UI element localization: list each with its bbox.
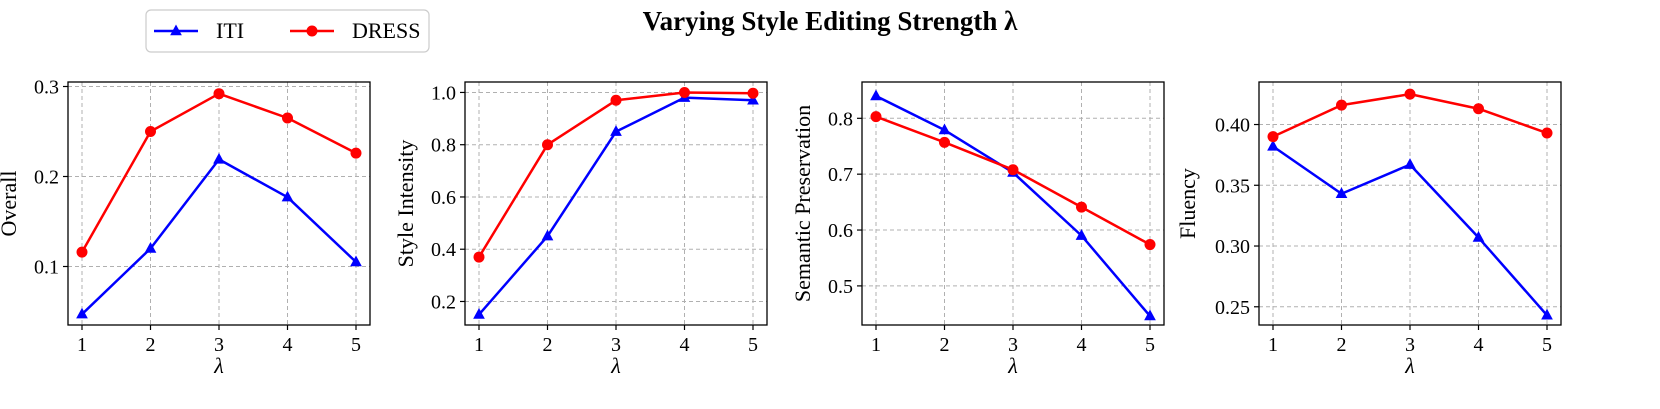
legend-box (145, 9, 430, 53)
x-tick-label: 5 (1542, 334, 1552, 356)
y-tick-label: 0.30 (1215, 236, 1250, 258)
x-tick-label: 1 (474, 334, 484, 356)
data-point-iti (281, 190, 294, 202)
x-axis-label: λ (610, 353, 621, 378)
x-tick-label: 2 (543, 334, 553, 356)
legend-dress-label: DRESS (352, 18, 420, 43)
data-point-iti (610, 125, 622, 136)
x-tick-label: 4 (680, 334, 690, 356)
x-tick-label: 3 (214, 334, 224, 356)
y-tick-label: 0.2 (34, 167, 59, 189)
y-tick-label: 0.3 (34, 77, 59, 99)
y-tick-label: 0.5 (828, 276, 853, 298)
data-point-dress (1541, 127, 1553, 139)
y-tick-label: 0.4 (431, 239, 456, 261)
data-point-iti (1404, 158, 1416, 169)
panel-2: 1 2 3 4 5 0.2 0.4 0.6 0.8 1.0 λ Style Intensity (393, 81, 768, 378)
data-point-iti (76, 307, 88, 319)
data-point-iti (213, 152, 225, 164)
data-point-dress (282, 112, 293, 124)
data-point-dress (1336, 99, 1347, 111)
data-point-iti (1472, 231, 1485, 242)
data-point-dress (1267, 131, 1279, 143)
legend: ITI DRESS (145, 9, 430, 53)
data-point-dress (350, 147, 362, 159)
data-point-dress (747, 87, 759, 99)
y-tick-label: 0.40 (1215, 115, 1250, 137)
y-axis-label: Fluency (1175, 168, 1200, 239)
data-point-dress (213, 88, 225, 100)
x-tick-label: 3 (1405, 334, 1415, 356)
y-tick-label: 0.2 (431, 291, 456, 313)
y-tick-label: 0.8 (431, 135, 456, 157)
legend-entry-iti: ITI (154, 18, 244, 43)
data-point-iti (938, 123, 951, 135)
x-tick-label: 5 (351, 334, 361, 356)
data-point-dress (870, 111, 882, 123)
data-point-iti (1335, 187, 1348, 199)
data-point-iti (541, 229, 554, 241)
series-line-iti (875, 94, 1151, 317)
x-axis-label: λ (1007, 353, 1018, 378)
x-tick-label: 3 (611, 334, 621, 356)
data-point-iti (473, 308, 485, 319)
data-point-dress (473, 251, 485, 263)
y-tick-label: 1.0 (431, 82, 456, 104)
x-tick-label: 5 (1145, 334, 1155, 356)
figure-title: Varying Style Editing Strength λ (643, 6, 1019, 36)
data-point-iti (1144, 309, 1156, 321)
x-tick-label: 4 (1077, 334, 1087, 356)
x-axis-label: λ (213, 353, 224, 378)
x-tick-label: 2 (940, 334, 950, 356)
data-point-dress (1076, 201, 1087, 213)
x-tick-label: 3 (1008, 334, 1018, 356)
data-point-dress (679, 86, 690, 98)
data-point-dress (1473, 103, 1484, 115)
x-tick-label: 1 (77, 334, 87, 356)
data-point-iti (1075, 229, 1088, 240)
y-tick-label: 0.1 (34, 257, 59, 279)
data-point-iti (747, 93, 759, 105)
legend-iti-label: ITI (216, 18, 244, 43)
data-point-dress (542, 139, 553, 151)
x-tick-label: 2 (146, 334, 156, 356)
data-point-dress (76, 246, 88, 258)
legend-iti-marker (170, 24, 182, 36)
x-tick-label: 2 (1337, 334, 1347, 356)
x-tick-label: 4 (283, 334, 293, 356)
y-tick-label: 0.25 (1215, 297, 1250, 319)
x-tick-label: 1 (1268, 334, 1278, 356)
y-tick-label: 0.6 (431, 187, 456, 209)
y-tick-label: 0.35 (1215, 175, 1250, 197)
x-tick-label: 5 (748, 334, 758, 356)
x-tick-label: 4 (1474, 334, 1484, 356)
data-point-dress (1144, 239, 1156, 251)
data-point-iti (870, 89, 882, 101)
panel-1: 1 2 3 4 5 0.1 0.2 0.3 λ Overall (0, 77, 371, 378)
data-point-dress (939, 136, 950, 148)
data-point-iti (1541, 308, 1553, 320)
y-tick-label: 0.8 (828, 108, 853, 130)
data-point-dress (145, 126, 156, 137)
x-tick-label: 1 (871, 334, 881, 356)
y-tick-label: 0.7 (828, 164, 853, 186)
panel-3: 1 2 3 4 5 0.5 0.6 0.7 0.8 λ Semantic Preservation (790, 81, 1165, 378)
series-line-dress (1272, 92, 1548, 138)
data-point-dress (1404, 88, 1416, 100)
panel-4: 1 2 3 4 5 0.25 0.30 0.35 0.40 λ Fluency (1175, 81, 1562, 378)
y-axis-label: Semantic Preservation (790, 105, 815, 302)
x-axis-label: λ (1404, 353, 1415, 378)
y-tick-label: 0.6 (828, 220, 853, 242)
data-point-iti (1267, 139, 1279, 151)
data-point-dress (610, 94, 622, 106)
y-axis-label: Style Intensity (393, 140, 418, 268)
data-point-dress (1007, 164, 1019, 176)
data-point-iti (350, 255, 362, 267)
legend-entry-dress: DRESS (290, 18, 420, 43)
data-point-iti (144, 242, 157, 253)
y-axis-label: Overall (0, 171, 21, 237)
legend-dress-marker (306, 25, 318, 37)
